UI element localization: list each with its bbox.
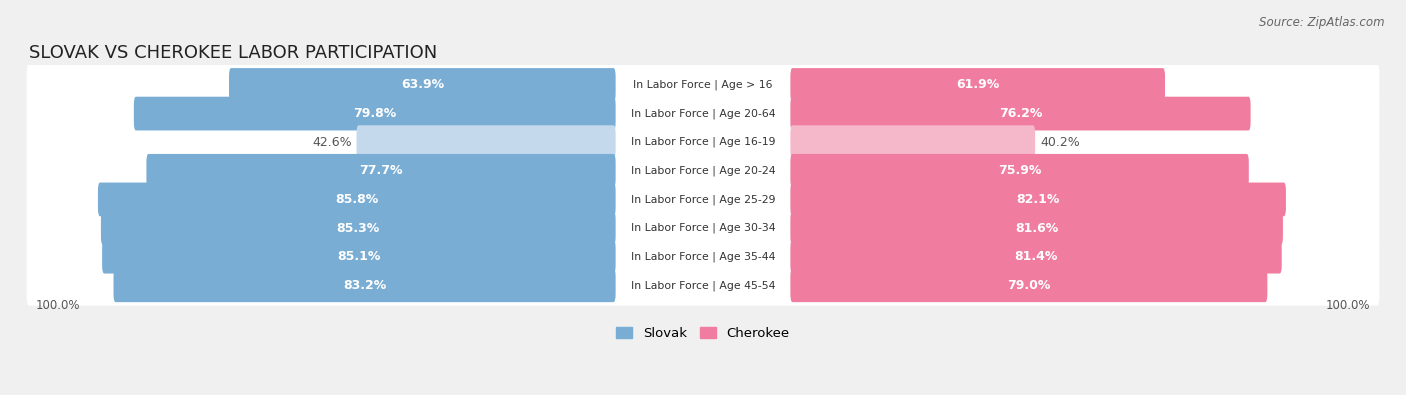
FancyBboxPatch shape [27, 265, 1379, 306]
Text: SLOVAK VS CHEROKEE LABOR PARTICIPATION: SLOVAK VS CHEROKEE LABOR PARTICIPATION [28, 43, 437, 62]
FancyBboxPatch shape [146, 154, 616, 188]
Text: In Labor Force | Age 16-19: In Labor Force | Age 16-19 [631, 137, 775, 147]
FancyBboxPatch shape [27, 122, 1379, 162]
Text: In Labor Force | Age 25-29: In Labor Force | Age 25-29 [631, 194, 775, 205]
Text: 85.8%: 85.8% [335, 193, 378, 206]
Text: 63.9%: 63.9% [401, 79, 444, 92]
Text: 42.6%: 42.6% [312, 136, 352, 149]
FancyBboxPatch shape [27, 65, 1379, 105]
Text: 83.2%: 83.2% [343, 279, 387, 292]
Text: In Labor Force | Age 20-64: In Labor Force | Age 20-64 [631, 108, 775, 119]
Text: 75.9%: 75.9% [998, 164, 1042, 177]
FancyBboxPatch shape [103, 240, 616, 273]
FancyBboxPatch shape [790, 68, 1166, 102]
FancyBboxPatch shape [229, 68, 616, 102]
FancyBboxPatch shape [27, 208, 1379, 248]
Text: 100.0%: 100.0% [1326, 299, 1371, 312]
FancyBboxPatch shape [101, 211, 616, 245]
Text: In Labor Force | Age 30-34: In Labor Force | Age 30-34 [631, 223, 775, 233]
FancyBboxPatch shape [790, 211, 1282, 245]
Text: In Labor Force | Age 45-54: In Labor Force | Age 45-54 [631, 280, 775, 290]
FancyBboxPatch shape [114, 268, 616, 302]
FancyBboxPatch shape [790, 240, 1282, 273]
Text: 76.2%: 76.2% [998, 107, 1042, 120]
FancyBboxPatch shape [357, 125, 616, 159]
FancyBboxPatch shape [790, 154, 1249, 188]
Text: In Labor Force | Age 35-44: In Labor Force | Age 35-44 [631, 251, 775, 262]
FancyBboxPatch shape [27, 236, 1379, 277]
FancyBboxPatch shape [98, 182, 616, 216]
FancyBboxPatch shape [790, 97, 1250, 130]
Text: 82.1%: 82.1% [1017, 193, 1060, 206]
Text: 85.3%: 85.3% [336, 222, 380, 235]
FancyBboxPatch shape [790, 125, 1035, 159]
Legend: Slovak, Cherokee: Slovak, Cherokee [612, 322, 794, 345]
Text: 40.2%: 40.2% [1040, 136, 1080, 149]
Text: 77.7%: 77.7% [360, 164, 402, 177]
FancyBboxPatch shape [27, 93, 1379, 134]
FancyBboxPatch shape [790, 182, 1286, 216]
Text: 85.1%: 85.1% [337, 250, 381, 263]
Text: 81.6%: 81.6% [1015, 222, 1059, 235]
Text: 79.0%: 79.0% [1007, 279, 1050, 292]
FancyBboxPatch shape [27, 150, 1379, 191]
Text: Source: ZipAtlas.com: Source: ZipAtlas.com [1260, 16, 1385, 29]
FancyBboxPatch shape [134, 97, 616, 130]
Text: In Labor Force | Age 20-24: In Labor Force | Age 20-24 [631, 166, 775, 176]
FancyBboxPatch shape [790, 268, 1267, 302]
Text: In Labor Force | Age > 16: In Labor Force | Age > 16 [633, 80, 773, 90]
FancyBboxPatch shape [27, 179, 1379, 220]
Text: 100.0%: 100.0% [35, 299, 80, 312]
Text: 61.9%: 61.9% [956, 79, 1000, 92]
Text: 79.8%: 79.8% [353, 107, 396, 120]
Text: 81.4%: 81.4% [1014, 250, 1057, 263]
